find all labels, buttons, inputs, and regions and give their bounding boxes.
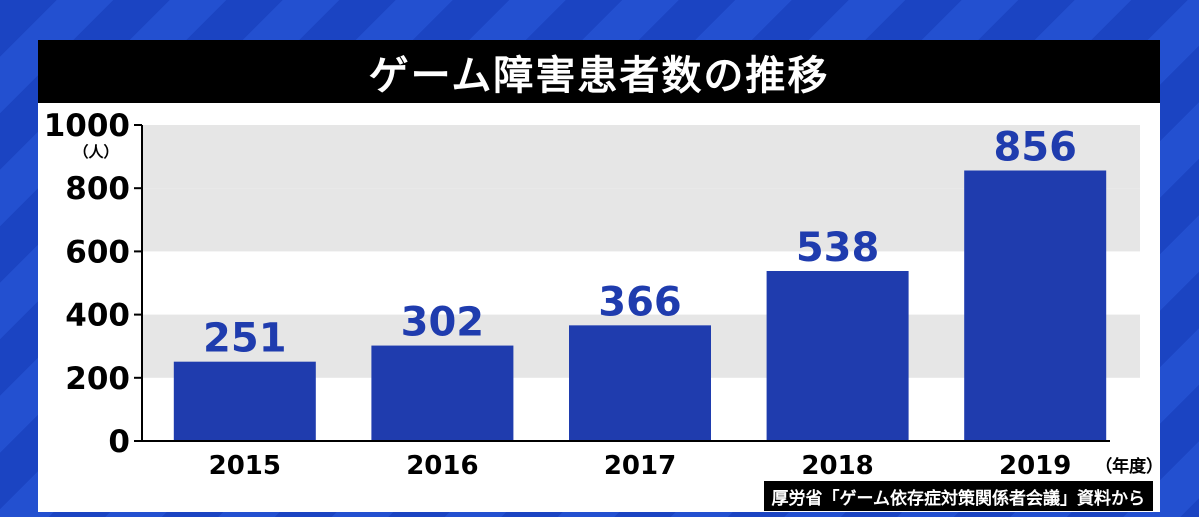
x-tick-label-2018: 2018	[801, 451, 873, 479]
y-unit-label: （人）	[73, 143, 118, 161]
y-tick-label-200: 200	[65, 361, 130, 397]
y-tick-label-400: 400	[65, 298, 130, 334]
y-tick-label-0: 0	[108, 424, 130, 460]
source-caption: 厚労省「ゲーム依存症対策関係者会議」資料から	[763, 481, 1153, 511]
data-label-2017: 366	[598, 279, 682, 325]
bar-2016	[371, 345, 514, 441]
data-label-2015: 251	[203, 316, 287, 362]
bar-2017	[569, 325, 711, 441]
y-tick-label-600: 600	[65, 234, 130, 270]
bar-2018	[766, 270, 909, 441]
x-tick-label-2017: 2017	[604, 451, 676, 479]
x-tick-label-2015: 2015	[209, 451, 281, 479]
source-text: 厚労省「ゲーム依存症対策関係者会議」資料から	[771, 488, 1146, 509]
title-bar: ゲーム障害患者数の推移	[38, 40, 1160, 103]
bar-2015	[173, 361, 316, 441]
chart-title: ゲーム障害患者数の推移	[368, 52, 830, 99]
data-label-2016: 302	[401, 300, 485, 346]
data-label-2019: 856	[993, 125, 1077, 171]
y-tick-label-800: 800	[65, 171, 130, 207]
x-tick-label-2016: 2016	[406, 451, 478, 479]
x-unit-label: （年度）	[1095, 456, 1160, 477]
x-tick-label-2019: 2019	[999, 451, 1071, 479]
bar-chart: 251 2015 302 2016 366 2017 538 2018 856 2019 0 200 4…	[44, 108, 1160, 479]
bar-2019	[964, 170, 1107, 441]
y-tick-label-1000: 1000	[44, 108, 130, 144]
data-label-2018: 538	[796, 225, 880, 271]
